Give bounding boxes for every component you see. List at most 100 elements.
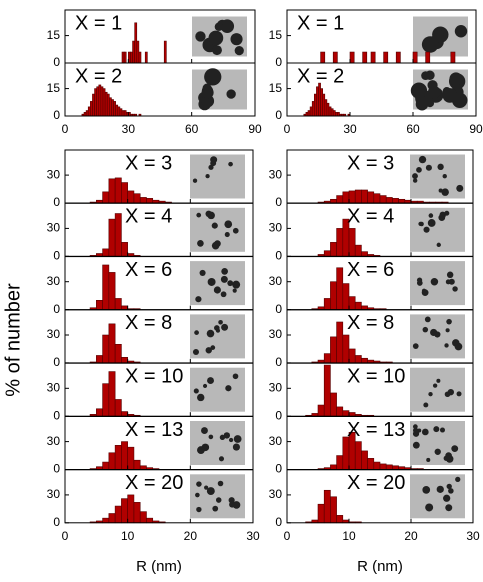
particle [194,330,199,335]
annotation: X = 6 [125,259,172,281]
micrograph [190,154,245,199]
particle [452,286,458,292]
bar [121,498,128,524]
bar [354,355,362,364]
bar [348,412,356,417]
particle [442,88,458,103]
particle [232,227,239,234]
particle [416,167,422,173]
y-tick-label: 0 [53,195,60,209]
particle [219,434,226,441]
particle [220,19,235,34]
particle [230,33,243,46]
bar [361,189,368,204]
x-axis-label: R (nm) [136,558,182,575]
bar [336,321,344,364]
annotation: X = 3 [125,152,172,174]
y-tick-label: 0 [275,515,282,529]
y-tick-label: 0 [275,108,282,122]
x-tick-label: 0 [62,122,69,136]
annotation: X = 4 [125,206,172,228]
bar [354,301,362,310]
particle [434,448,441,455]
bar [336,228,344,257]
bar [121,357,128,364]
bar [330,108,334,117]
bar [323,353,331,364]
particle [218,456,225,462]
bar [330,281,337,310]
particle [437,163,444,170]
x-tick-label: 30 [246,529,260,543]
bar [114,213,122,257]
bar [114,399,122,417]
plot-frame [64,62,256,117]
bar [385,464,393,470]
particle [195,296,202,303]
bar [317,503,325,524]
particle [224,231,230,238]
x-tick-label: 10 [342,529,356,543]
x-tick-label: 20 [404,529,418,543]
particle [220,275,228,283]
bar [102,191,110,204]
bar [100,86,104,117]
bar [90,101,93,117]
y-tick-label: 30 [269,274,283,288]
bar [113,101,116,117]
annotation: X = 6 [347,259,394,281]
x-tick-label: 20 [184,529,198,543]
particle [412,178,418,183]
particle [455,476,461,482]
bar [330,496,337,524]
particle [449,72,463,86]
bar [361,357,368,364]
particle [211,241,220,250]
y-tick-label: 0 [275,355,282,369]
y-tick-label: 0 [275,248,282,262]
bar [106,93,110,117]
particle [193,388,199,394]
particle [428,391,433,397]
y-tick-label: 0 [275,462,282,476]
y-tick-label: 0 [53,355,60,369]
particle [423,226,430,233]
bar [87,106,91,117]
particle [416,280,423,286]
particle [428,213,434,218]
particle [199,269,206,276]
bar [305,112,309,117]
bar [96,355,103,364]
bar [354,189,362,204]
bar [370,51,376,64]
bar [361,450,368,470]
particle [211,222,218,229]
bar [123,51,127,64]
bar [379,463,387,470]
bar [123,110,127,117]
particle [202,83,212,93]
bar [108,178,116,204]
bar [104,91,108,117]
particle [232,501,241,509]
particle [451,445,459,453]
particle [413,427,419,434]
micrograph [190,314,245,359]
y-tick-label: 30 [47,327,61,341]
particle [196,506,202,513]
particle [422,486,431,494]
bar [96,408,103,417]
particle [204,485,209,490]
bar [322,93,326,117]
bar [96,300,103,310]
particle [232,373,239,380]
particle [442,174,447,179]
bar [94,88,97,117]
bar [121,51,125,64]
bar [133,459,141,470]
particle [410,82,428,99]
particle [234,45,244,56]
bar [330,242,337,257]
bar [134,22,138,64]
micrograph [410,154,465,199]
